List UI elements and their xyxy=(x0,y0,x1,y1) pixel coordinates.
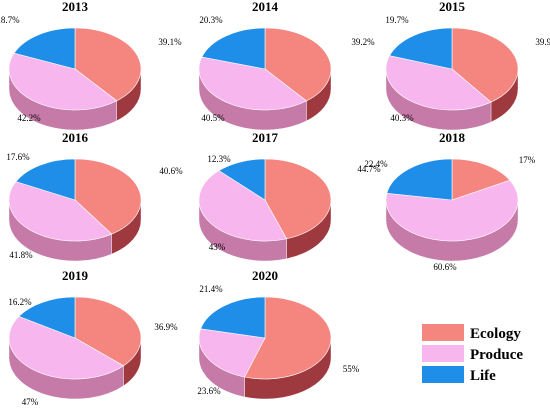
pie-slice-life-2019 xyxy=(18,296,76,339)
pie-slice-produce-2016 xyxy=(8,181,113,242)
pie-title-2015: 2015 xyxy=(439,0,466,14)
pie-slice-life-2014 xyxy=(201,27,266,70)
legend: Ecology Produce Life xyxy=(422,324,523,384)
pie-title-2019: 2019 xyxy=(62,268,89,283)
pie-slice-ecology-2019 xyxy=(74,296,142,367)
pie-slice-produce-2015 xyxy=(385,55,492,111)
data-label-produce-2013: 42.2% xyxy=(17,113,41,123)
pie-slice-life-2018 xyxy=(386,158,453,201)
pie-slice-ecology-2020 xyxy=(244,296,332,380)
data-label-life-2016: 17.6% xyxy=(6,152,30,162)
pie-title-2017: 2017 xyxy=(252,130,279,145)
pie-title-2013: 2013 xyxy=(62,0,89,14)
pie-slice-ecology-2015 xyxy=(451,27,519,103)
legend-swatch-produce xyxy=(422,345,464,362)
data-label-life-2013: 18.7% xyxy=(0,15,20,25)
data-label-ecology-2013: 39.1% xyxy=(158,37,182,47)
pie-slice-produce-2017 xyxy=(198,170,288,242)
data-label-ecology-2018: 17% xyxy=(519,155,536,165)
data-label-life-2018: 22.4% xyxy=(364,159,388,169)
pie-slice-life-2017 xyxy=(218,158,266,201)
data-label-ecology-2016: 40.6% xyxy=(159,166,183,176)
pie-title-2018: 2018 xyxy=(439,130,466,145)
legend-label-ecology: Ecology xyxy=(470,326,521,342)
pie-chart-2017: 2017 44.7% 43% 12.3% xyxy=(198,130,381,262)
pie-chart-2015: 2015 39.9% 40.3% 19.7% xyxy=(385,0,550,131)
pie-title-2014: 2014 xyxy=(252,0,279,14)
pie-slice-life-2020 xyxy=(200,296,266,339)
data-label-produce-2017: 43% xyxy=(209,242,226,252)
data-label-produce-2018: 60.6% xyxy=(433,262,457,272)
data-label-life-2017: 12.3% xyxy=(207,154,231,164)
data-label-ecology-2020: 55% xyxy=(343,364,360,374)
data-label-ecology-2019: 36.9% xyxy=(154,322,178,332)
pie-chart-2016: 2016 40.6% 41.8% 17.6% xyxy=(6,130,183,262)
pie-chart-2019: 2019 36.9% 47% 16.2% xyxy=(8,268,178,407)
data-label-ecology-2015: 39.9% xyxy=(535,37,550,47)
data-label-ecology-2017: 44.7% xyxy=(357,164,381,174)
pie-slice-life-2016 xyxy=(15,158,76,201)
legend-swatch-ecology xyxy=(422,324,464,341)
data-label-ecology-2014: 39.2% xyxy=(351,37,375,47)
legend-label-produce: Produce xyxy=(470,347,523,363)
pie-chart-2013: 2013 39.1% 42.2% 18.7% xyxy=(0,0,182,131)
pie-chart-2014: 2014 39.2% 40.5% 20.3% xyxy=(198,0,375,131)
pie-slice-ecology-2017 xyxy=(264,158,332,240)
pie-chart-2018: 2018 17% 60.6% 22.4% xyxy=(364,130,535,272)
legend-label-life: Life xyxy=(470,368,496,384)
data-label-produce-2020: 23.6% xyxy=(197,386,221,396)
data-label-produce-2015: 40.3% xyxy=(390,113,414,123)
pie-title-2016: 2016 xyxy=(62,130,89,145)
pie-slice-life-2015 xyxy=(389,27,453,70)
pie-slice-ecology-2013 xyxy=(74,27,142,102)
pie-slice-life-2013 xyxy=(13,27,76,70)
data-label-life-2019: 16.2% xyxy=(8,297,32,307)
pie-slice-produce-2018 xyxy=(385,179,519,242)
pie-slice-produce-2020 xyxy=(198,328,266,378)
legend-swatch-life xyxy=(422,366,464,383)
pie-chart-2020: 2020 55% 23.6% 21.4% xyxy=(197,268,360,400)
pie-slice-produce-2014 xyxy=(198,56,307,111)
data-label-life-2020: 21.4% xyxy=(199,284,223,294)
data-label-life-2015: 19.7% xyxy=(385,15,409,25)
data-label-produce-2016: 41.8% xyxy=(9,250,33,260)
pie-slice-ecology-2014 xyxy=(264,27,332,102)
pie-slice-ecology-2018 xyxy=(451,158,511,201)
data-label-life-2014: 20.3% xyxy=(199,15,223,25)
data-label-produce-2019: 47% xyxy=(22,397,39,407)
pie-slice-produce-2013 xyxy=(8,52,118,111)
pie-slice-produce-2019 xyxy=(8,316,125,380)
data-label-produce-2014: 40.5% xyxy=(201,113,225,123)
pie-slice-ecology-2016 xyxy=(74,158,142,235)
pie-title-2020: 2020 xyxy=(252,268,278,283)
